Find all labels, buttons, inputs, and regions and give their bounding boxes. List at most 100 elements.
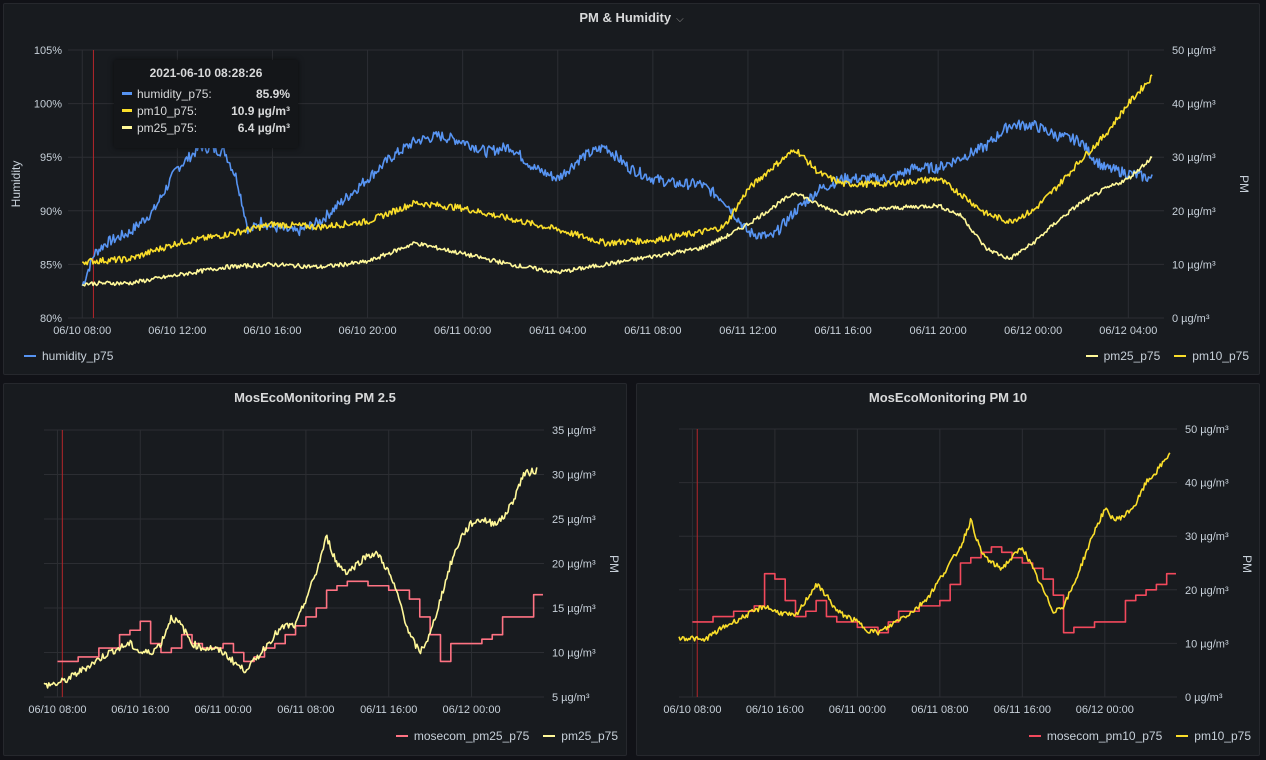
x-tick-label: 06/11 08:00 (911, 704, 968, 716)
legend-label: mosecom_pm10_p75 (1046, 729, 1163, 743)
tooltip-time: 2021-06-10 08:28:26 (149, 66, 263, 80)
y-tick-label: 95% (40, 152, 62, 164)
x-tick-label: 06/10 16:00 (746, 704, 804, 716)
legend-label: humidity_p75 (42, 349, 114, 363)
y-tick-label: 10 µg/m³ (552, 648, 596, 660)
tooltip-row: pm10_p75: 10.9 µg/m³ (122, 102, 290, 119)
x-tick-label: 06/11 12:00 (719, 325, 776, 337)
legend-swatch (1028, 735, 1041, 737)
y-tick-label: 25 µg/m³ (552, 514, 596, 526)
legend-swatch (543, 735, 556, 737)
series-line-pm25_p75 (43, 467, 538, 689)
y2-axis-label: PM (1237, 175, 1251, 193)
tooltip-value: 10.9 µg/m³ (231, 103, 290, 118)
chevron-down-icon[interactable]: ⌵ (676, 14, 684, 25)
x-tick-label: 06/11 04:00 (529, 325, 586, 337)
x-tick-label: 06/10 16:00 (111, 704, 169, 716)
legend: mosecom_pm10_p75 pm10_p75 (1015, 729, 1251, 743)
series-line-pm10_p75 (81, 74, 1153, 266)
legend-label: pm25_p75 (1103, 349, 1161, 363)
x-tick-label: 06/10 20:00 (338, 325, 396, 337)
series-line-humidity_p75 (81, 119, 1153, 287)
x-tick-label: 06/11 08:00 (277, 704, 334, 716)
y2-tick-label: 30 µg/m³ (1172, 152, 1216, 164)
tooltip-swatch (122, 109, 132, 112)
legend-swatch (1174, 355, 1187, 357)
x-tick-label: 06/10 16:00 (243, 325, 301, 337)
y2-tick-label: 40 µg/m³ (1172, 99, 1216, 111)
legend-right: pm25_p75 pm10_p75 (1072, 349, 1249, 363)
tooltip-swatch (122, 126, 132, 129)
x-tick-label: 06/12 04:00 (1099, 325, 1157, 337)
legend-item-mosecom_pm25_p75[interactable]: mosecom_pm25_p75 (395, 729, 529, 743)
series-line-pm10_p75 (678, 452, 1171, 642)
y-tick-label: 50 µg/m³ (1185, 424, 1229, 436)
legend-item-humidity_p75[interactable]: humidity_p75 (24, 349, 113, 363)
series-line-mosecom_pm25_p75 (57, 580, 543, 663)
panel-title[interactable]: MosEcoMonitoring PM 10 (868, 390, 1028, 405)
x-tick-label: 06/11 16:00 (814, 325, 871, 337)
y2-tick-label: 0 µg/m³ (1172, 313, 1210, 325)
x-tick-label: 06/11 00:00 (434, 325, 491, 337)
legend-item-mosecom_pm10_p75[interactable]: mosecom_pm10_p75 (1028, 729, 1163, 743)
panel-pm10: MosEcoMonitoring PM 10 0 µg/m³ 10 µg/m³ 20… (636, 383, 1260, 756)
y-tick-label: 35 µg/m³ (552, 425, 596, 437)
legend-label: pm10_p75 (1192, 349, 1249, 363)
y-tick-label: 15 µg/m³ (552, 603, 596, 615)
tooltip-value: 85.9% (255, 86, 290, 101)
x-tick-label: 06/11 08:00 (624, 325, 681, 337)
y-tick-label: 30 µg/m³ (552, 470, 596, 482)
x-tick-label: 06/11 20:00 (909, 325, 966, 337)
tooltip-row: pm25_p75: 6.4 µg/m³ (122, 119, 290, 136)
x-tick-label: 06/11 00:00 (194, 704, 251, 716)
tooltip: 2021-06-10 08:28:26 humidity_p75: 85.9% … (114, 60, 298, 148)
tooltip-row: humidity_p75: 85.9% (122, 85, 290, 102)
x-tick-label: 06/12 00:00 (1004, 325, 1062, 337)
tooltip-swatch (122, 92, 132, 95)
y2-tick-label: 10 µg/m³ (1172, 259, 1216, 271)
x-tick-label: 06/10 12:00 (148, 325, 206, 337)
tooltip-series-name: humidity_p75: (137, 86, 212, 101)
y-tick-label: 0 µg/m³ (1185, 692, 1223, 704)
y-tick-label: 100% (34, 99, 62, 111)
y-tick-label: 80% (40, 313, 62, 325)
legend-label: pm10_p75 (1194, 729, 1251, 743)
x-tick-label: 06/11 16:00 (994, 704, 1051, 716)
y-tick-label: 20 µg/m³ (1185, 585, 1229, 597)
panel-title[interactable]: MosEcoMonitoring PM 2.5 (234, 390, 396, 405)
legend-item-pm10_p75[interactable]: pm10_p75 (1174, 349, 1249, 363)
legend: mosecom_pm25_p75 pm25_p75 (382, 729, 618, 743)
panel-title[interactable]: PM & Humidity ⌵ (579, 10, 684, 25)
panel-pm-humidity: PM & Humidity ⌵ 80% 85% 90% 95% 100% 105% 0 µg/… (3, 3, 1260, 375)
y-tick-label: 85% (40, 259, 62, 271)
tooltip-value: 6.4 µg/m³ (237, 120, 290, 135)
series-line-pm25_p75 (81, 156, 1153, 287)
legend-item-pm25_p75[interactable]: pm25_p75 (1085, 349, 1161, 363)
x-tick-label: 06/12 00:00 (1076, 704, 1134, 716)
y-tick-label: 5 µg/m³ (552, 692, 590, 704)
legend-item-pm10_p75[interactable]: pm10_p75 (1176, 729, 1251, 743)
chart-pm-humidity: 80% 85% 90% 95% 100% 105% 0 µg/m³ 10 µg/m³ 20 µg… (9, 45, 1251, 337)
x-tick-label: 06/10 08:00 (53, 325, 111, 337)
y2-tick-label: 20 µg/m³ (1172, 206, 1216, 218)
panel-pm25: MosEcoMonitoring PM 2.5 5 µg/m³ 10 µg/m³ 1… (3, 383, 627, 756)
y-tick-label: 90% (40, 206, 62, 218)
legend-swatch (1176, 735, 1189, 737)
legend-swatch (395, 735, 408, 737)
y-tick-label: 40 µg/m³ (1185, 478, 1229, 490)
y2-axis-label: PM (607, 555, 621, 573)
y-tick-label: 30 µg/m³ (1185, 531, 1229, 543)
series-line-mosecom_pm10_p75 (692, 546, 1176, 634)
x-tick-label: 06/10 08:00 (663, 704, 721, 716)
x-tick-label: 06/11 00:00 (829, 704, 886, 716)
y-tick-label: 10 µg/m³ (1185, 638, 1229, 650)
y2-tick-label: 50 µg/m³ (1172, 45, 1216, 57)
x-tick-label: 06/11 16:00 (360, 704, 417, 716)
legend-swatch (24, 355, 36, 357)
y-axis-label: Humidity (9, 161, 23, 208)
tooltip-series-name: pm25_p75: (137, 120, 198, 135)
legend-item-pm25_p75[interactable]: pm25_p75 (543, 729, 618, 743)
y-tick-label: 105% (34, 45, 62, 57)
tooltip-series-name: pm10_p75: (137, 103, 198, 118)
y2-axis-label: PM (1240, 555, 1254, 573)
